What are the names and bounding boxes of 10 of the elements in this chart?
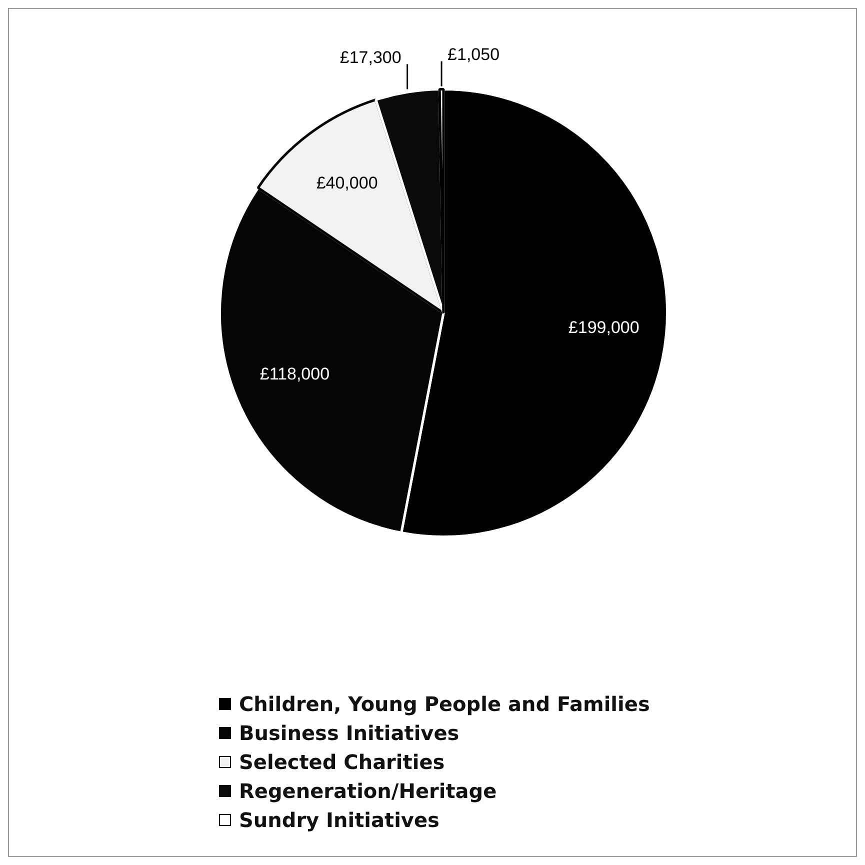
legend-label: Regeneration/Heritage [239, 778, 497, 802]
legend-label: Business Initiatives [239, 720, 460, 744]
data-label: £118,000 [260, 364, 330, 384]
data-label: £1,050 [448, 44, 500, 64]
legend-label: Children, Young People and Families [239, 692, 650, 716]
data-label: £17,300 [340, 48, 402, 67]
legend-label: Selected Charities [239, 750, 445, 774]
legend-label: Sundry Initiatives [239, 808, 440, 832]
data-label: £40,000 [316, 174, 378, 193]
data-label: £199,000 [568, 318, 640, 337]
